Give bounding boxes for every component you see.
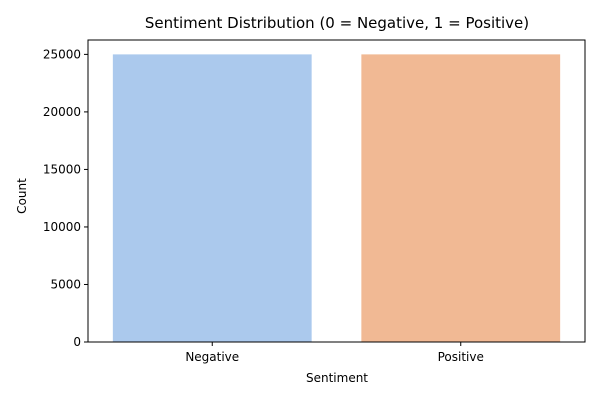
plot-area: 0 5000 10000 15000 20000 25000 Negative Positiv… (43, 39, 586, 364)
y-tick-label: 15000 (43, 162, 81, 176)
chart-title: Sentiment Distribution (0 = Negative, 1 … (145, 14, 529, 32)
x-tick-label: Negative (185, 350, 239, 364)
y-tick-label: 5000 (50, 277, 81, 291)
bar-negative (112, 54, 312, 342)
y-tick-label: 0 (73, 335, 81, 349)
y-tick-label: 25000 (43, 47, 81, 61)
y-tick-label: 20000 (43, 105, 81, 119)
x-axis-label: Sentiment (306, 371, 368, 385)
bar-positive (361, 54, 561, 342)
y-tick-label: 10000 (43, 220, 81, 234)
axes-frame (87, 39, 586, 343)
y-axis-label: Count (15, 178, 29, 214)
x-tick-label: Positive (438, 350, 484, 364)
